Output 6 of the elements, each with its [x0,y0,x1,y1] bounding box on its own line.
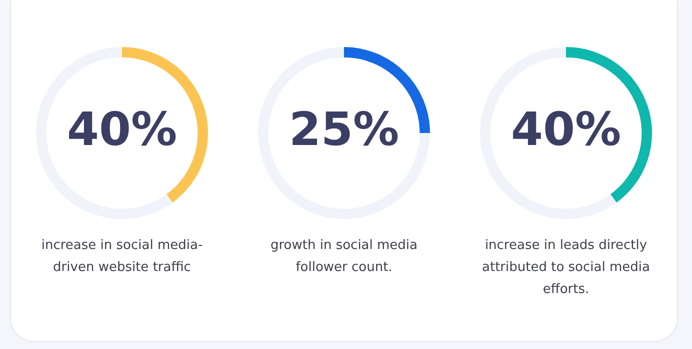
text: 40% [66,102,178,156]
text: 40% [510,102,622,156]
text: 25% [288,102,400,156]
text: increase in social media-driven website traffic [40,237,204,277]
text: growth in social media follower count. [269,237,419,277]
text: increase in leads directly attributed to social media efforts. [481,237,651,299]
